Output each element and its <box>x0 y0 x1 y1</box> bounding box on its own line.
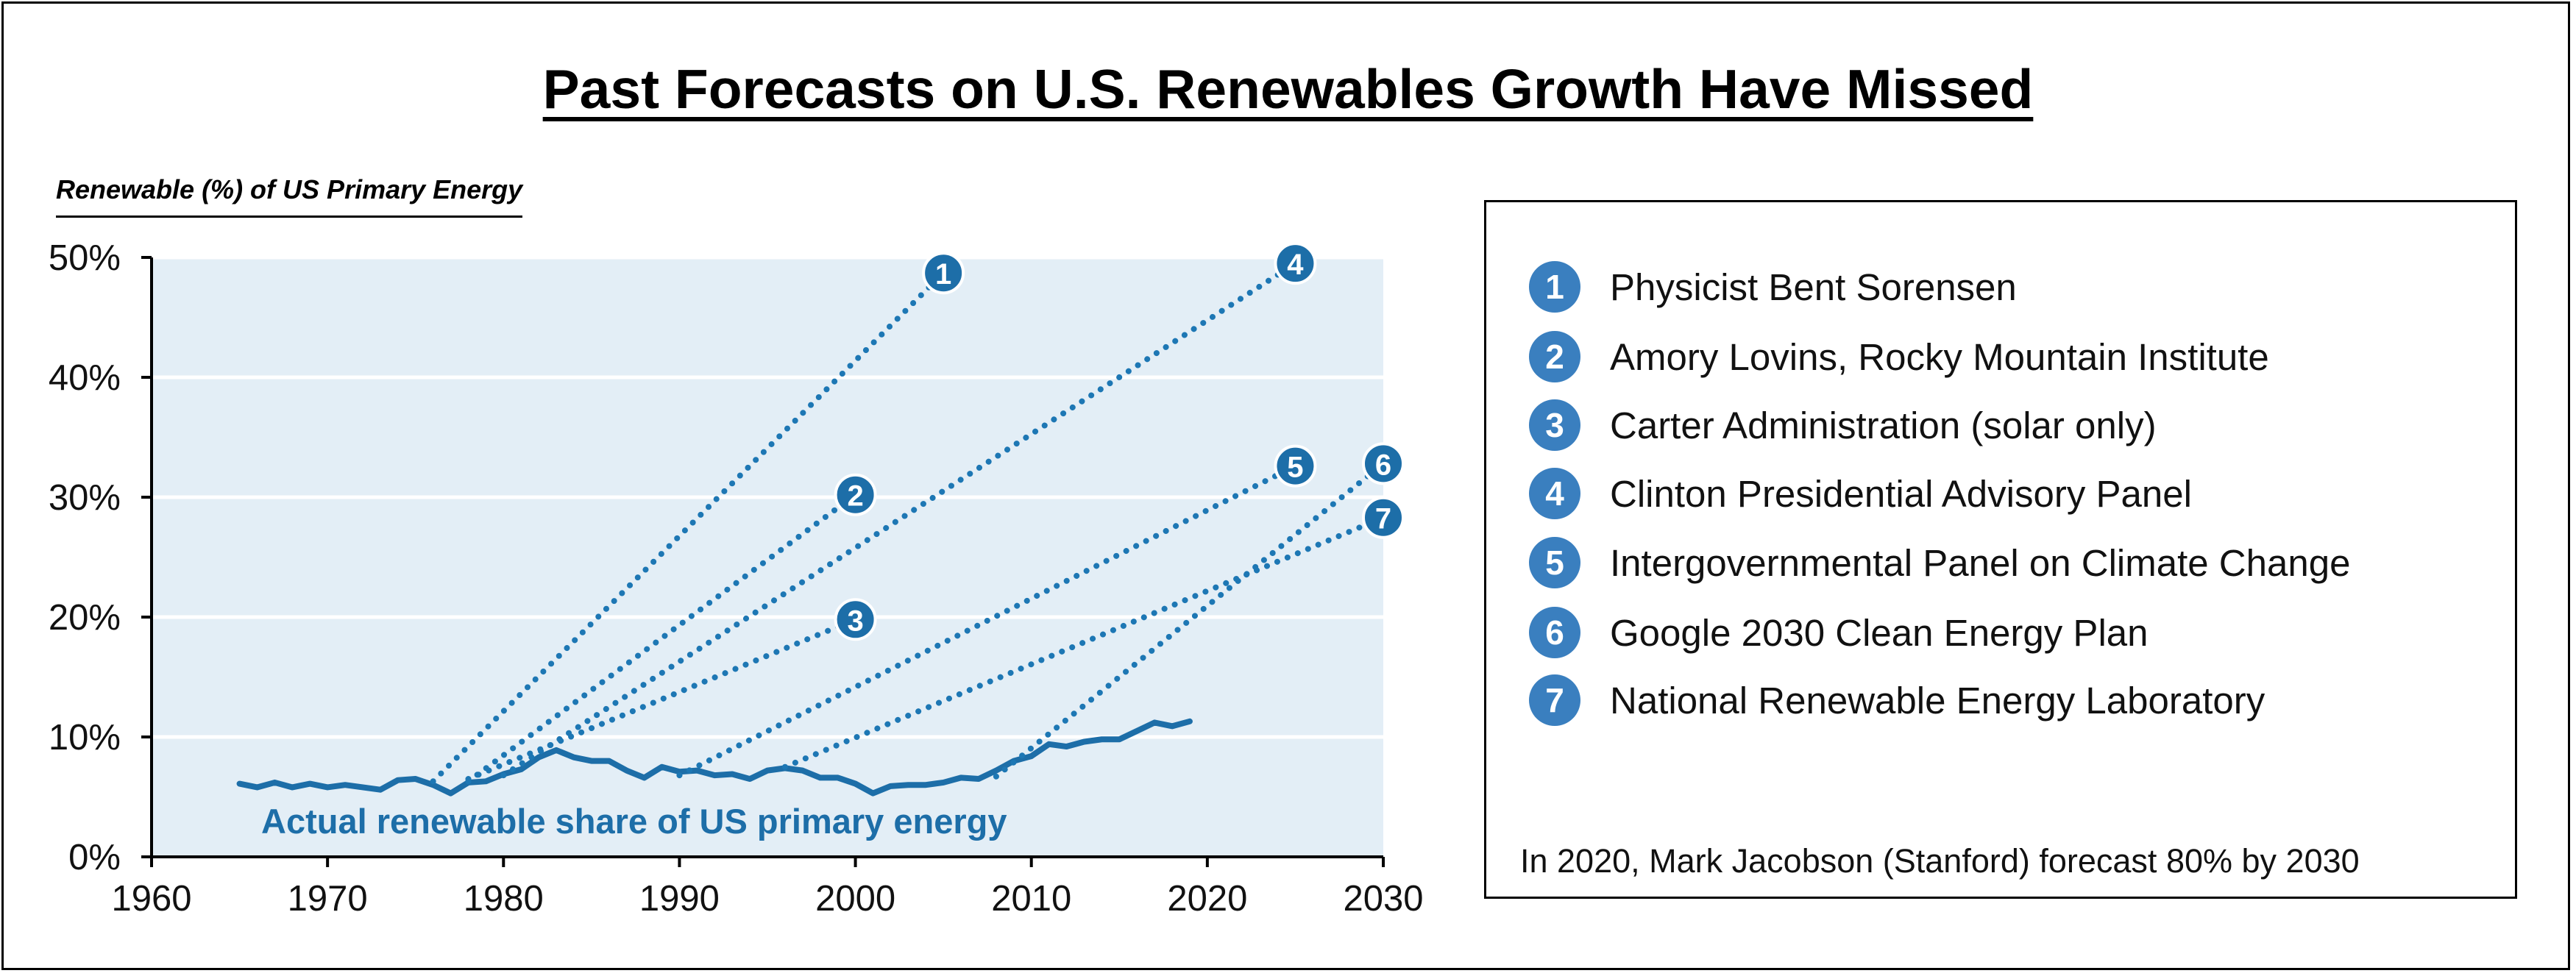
legend-label: Carter Administration (solar only) <box>1610 404 2157 446</box>
forecast-line <box>430 270 947 785</box>
legend-badge: 5 <box>1529 537 1580 588</box>
forecast-badge-number: 3 <box>847 605 863 637</box>
forecast-badge: 1 <box>922 252 965 295</box>
legend-label: Intergovernmental Panel on Climate Chang… <box>1610 541 2351 584</box>
forecast-badge-circle <box>1274 242 1317 285</box>
forecast-badge-number: 2 <box>847 480 863 513</box>
legend-label: National Renewable Energy Laboratory <box>1610 679 2265 722</box>
forecast-badge-circle <box>1362 442 1405 485</box>
forecast-badge-number: 7 <box>1375 503 1391 535</box>
forecast-line <box>781 514 1386 770</box>
legend-item: 4 Clinton Presidential Advisory Panel <box>1529 468 2192 519</box>
x-tick-label: 1960 <box>111 879 191 919</box>
forecast-badge-circle <box>922 252 965 295</box>
forecast-badge-number: 4 <box>1287 249 1304 281</box>
legend-badge: 3 <box>1529 399 1580 451</box>
x-tick-label: 1990 <box>639 879 720 919</box>
legend-item: 5 Intergovernmental Panel on Climate Cha… <box>1529 537 2350 588</box>
forecast-badge-circle <box>1274 444 1317 488</box>
x-tick-label: 1970 <box>288 879 368 919</box>
actual-series-line <box>236 718 1193 797</box>
x-tick-label: 2020 <box>1167 879 1247 919</box>
forecast-line <box>465 616 859 783</box>
legend-badge: 2 <box>1529 331 1580 382</box>
plot-background <box>152 257 1383 857</box>
x-tick-label: 1980 <box>464 879 544 919</box>
forecast-badge: 6 <box>1362 442 1405 485</box>
forecast-badge: 3 <box>834 598 877 641</box>
forecast-badge: 2 <box>834 473 877 516</box>
legend-badge: 1 <box>1529 261 1580 313</box>
y-tick-label: 20% <box>49 598 121 638</box>
y-tick-label: 40% <box>49 358 121 398</box>
x-tick-label: 2010 <box>991 879 1071 919</box>
actual-series-label: Actual renewable share of US primary ene… <box>261 802 1007 841</box>
legend-label: Amory Lovins, Rocky Mountain Institute <box>1610 335 2269 378</box>
forecast-badge-circle <box>1362 496 1405 539</box>
legend-item: 3 Carter Administration (solar only) <box>1529 399 2157 451</box>
x-tick-label: 2030 <box>1343 879 1423 919</box>
y-tick-label: 10% <box>49 718 121 758</box>
legend-badge: 4 <box>1529 468 1580 519</box>
forecast-badge: 7 <box>1362 496 1405 539</box>
legend-label: Physicist Bent Sorensen <box>1610 266 2017 308</box>
forecast-badge: 4 <box>1274 242 1317 285</box>
y-tick-label: 50% <box>49 238 121 278</box>
renewables-chart: 0% 10% 20% 30% 40% 50% 1960 1970 1980 1990 2000 201… <box>49 238 1424 919</box>
legend-item: 6 Google 2030 Clean Energy Plan <box>1529 607 2149 658</box>
legend-badge: 6 <box>1529 607 1580 658</box>
forecast-badge-circle <box>834 598 877 641</box>
forecast-badge-number: 5 <box>1287 452 1303 484</box>
forecast-line <box>500 260 1299 779</box>
legend-note: In 2020, Mark Jacobson (Stanford) foreca… <box>1520 842 2360 880</box>
legend-item: 2 Amory Lovins, Rocky Mountain Institute <box>1529 331 2269 382</box>
legend-panel: 1 Physicist Bent Sorensen 2 Amory Lovins… <box>1484 200 2517 899</box>
page-title: Past Forecasts on U.S. Renewables Growth… <box>542 58 2034 120</box>
legend-item: 1 Physicist Bent Sorensen <box>1529 261 2017 313</box>
y-axis-title: Renewable (%) of US Primary Energy <box>56 174 523 218</box>
forecast-badge-number: 6 <box>1375 449 1391 481</box>
legend-label: Google 2030 Clean Energy Plan <box>1610 611 2149 654</box>
forecast-line <box>465 491 859 785</box>
legend-item: 7 National Renewable Energy Laboratory <box>1529 674 2265 726</box>
forecast-badge-circle <box>834 473 877 516</box>
y-tick-label: 0% <box>68 838 121 877</box>
legend-label: Clinton Presidential Advisory Panel <box>1610 472 2192 515</box>
forecast-badge: 5 <box>1274 444 1317 488</box>
legend-badge: 7 <box>1529 674 1580 726</box>
x-tick-label: 2000 <box>815 879 895 919</box>
forecast-line <box>676 463 1299 779</box>
forecast-badge-number: 1 <box>935 258 951 291</box>
y-tick-label: 30% <box>49 478 121 518</box>
